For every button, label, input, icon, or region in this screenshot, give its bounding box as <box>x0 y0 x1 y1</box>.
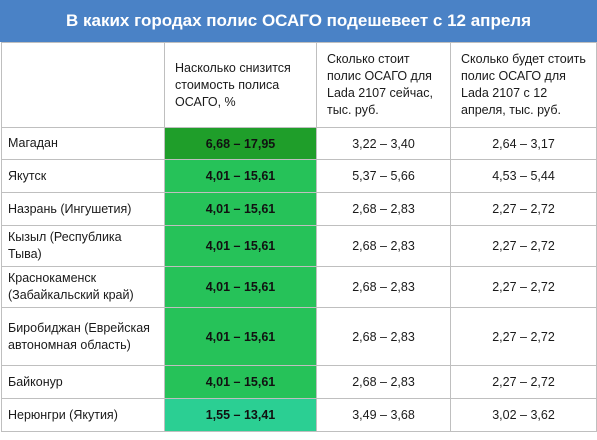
city-cell: Назрань (Ингушетия) <box>1 192 165 226</box>
osago-table: Насколько снизится стоимость полиса ОСАГ… <box>1 42 597 432</box>
price-after-cell: 2,27 – 2,72 <box>450 225 597 267</box>
table-row: Кызыл (Республика Тыва) 4,01 – 15,61 2,6… <box>1 225 597 267</box>
drop-cell: 4,01 – 15,61 <box>164 307 317 366</box>
city-cell: Якутск <box>1 159 165 193</box>
drop-cell: 4,01 – 15,61 <box>164 159 317 193</box>
table-row: Магадан 6,68 – 17,95 3,22 – 3,40 2,64 – … <box>1 127 597 160</box>
drop-cell: 4,01 – 15,61 <box>164 192 317 226</box>
city-cell: Байконур <box>1 365 165 399</box>
price-after-cell: 2,64 – 3,17 <box>450 127 597 160</box>
city-cell: Нерюнгри (Якутия) <box>1 398 165 432</box>
price-after-cell: 2,27 – 2,72 <box>450 365 597 399</box>
table-row: Краснокаменск (Забайкальский край) 4,01 … <box>1 266 597 308</box>
price-after-cell: 3,02 – 3,62 <box>450 398 597 432</box>
price-now-cell: 2,68 – 2,83 <box>316 307 451 366</box>
price-now-cell: 2,68 – 2,83 <box>316 225 451 267</box>
city-cell: Биробиджан (Еврейская автономная область… <box>1 307 165 366</box>
header-price-after: Сколько будет стоить полис ОСАГО для Lad… <box>450 42 597 128</box>
table-header-row: Насколько снизится стоимость полиса ОСАГ… <box>1 42 597 128</box>
header-city <box>1 42 165 128</box>
price-after-cell: 2,27 – 2,72 <box>450 192 597 226</box>
price-after-cell: 2,27 – 2,72 <box>450 307 597 366</box>
drop-cell: 4,01 – 15,61 <box>164 225 317 267</box>
city-cell: Магадан <box>1 127 165 160</box>
price-now-cell: 2,68 – 2,83 <box>316 192 451 226</box>
city-cell: Кызыл (Республика Тыва) <box>1 225 165 267</box>
drop-cell: 4,01 – 15,61 <box>164 266 317 308</box>
price-now-cell: 2,68 – 2,83 <box>316 266 451 308</box>
price-now-cell: 3,22 – 3,40 <box>316 127 451 160</box>
table-row: Якутск 4,01 – 15,61 5,37 – 5,66 4,53 – 5… <box>1 159 597 193</box>
price-now-cell: 2,68 – 2,83 <box>316 365 451 399</box>
table-row: Биробиджан (Еврейская автономная область… <box>1 307 597 366</box>
table-row: Байконур 4,01 – 15,61 2,68 – 2,83 2,27 –… <box>1 365 597 399</box>
table-row: Нерюнгри (Якутия) 1,55 – 13,41 3,49 – 3,… <box>1 398 597 432</box>
price-after-cell: 2,27 – 2,72 <box>450 266 597 308</box>
drop-cell: 4,01 – 15,61 <box>164 365 317 399</box>
price-after-cell: 4,53 – 5,44 <box>450 159 597 193</box>
city-cell: Краснокаменск (Забайкальский край) <box>1 266 165 308</box>
table-row: Назрань (Ингушетия) 4,01 – 15,61 2,68 – … <box>1 192 597 226</box>
price-now-cell: 5,37 – 5,66 <box>316 159 451 193</box>
header-price-now: Сколько стоит полис ОСАГО для Lada 2107 … <box>316 42 451 128</box>
drop-cell: 1,55 – 13,41 <box>164 398 317 432</box>
price-now-cell: 3,49 – 3,68 <box>316 398 451 432</box>
drop-cell: 6,68 – 17,95 <box>164 127 317 160</box>
page-title: В каких городах полис ОСАГО подешевеет с… <box>0 0 597 42</box>
header-drop-percent: Насколько снизится стоимость полиса ОСАГ… <box>164 42 317 128</box>
